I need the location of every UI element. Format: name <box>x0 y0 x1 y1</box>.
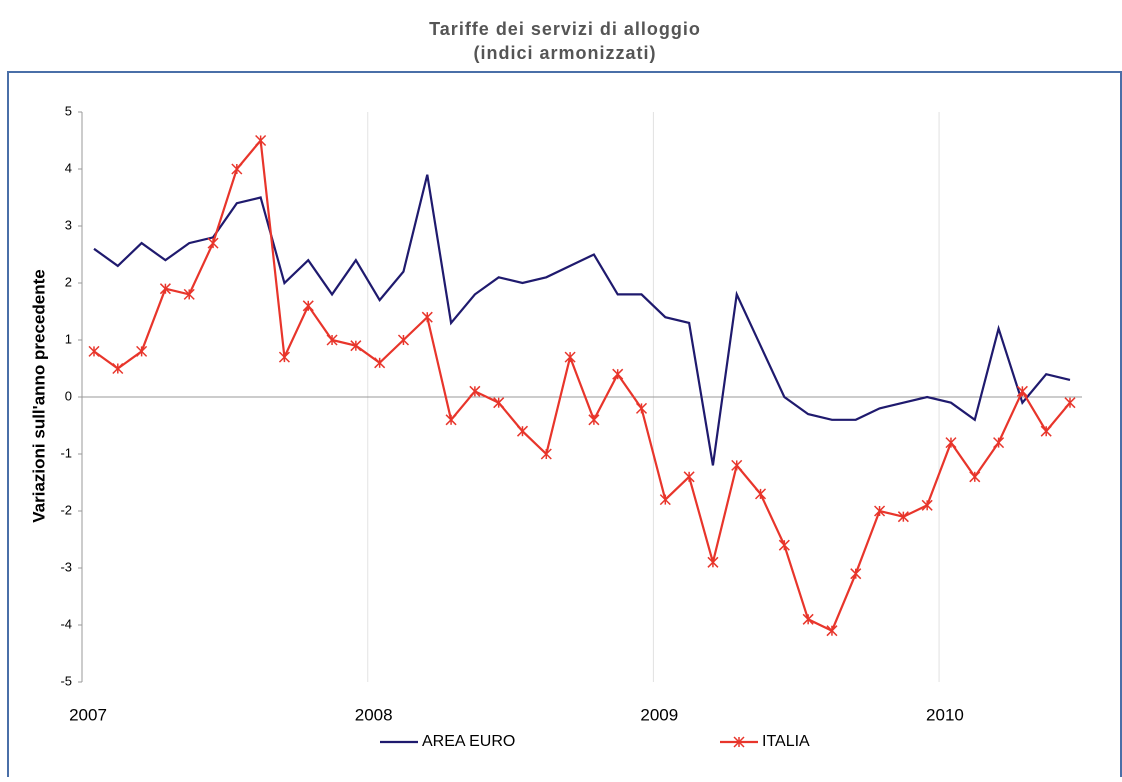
y-tick-label: -4 <box>60 616 72 631</box>
point-marker <box>755 488 767 500</box>
point-marker <box>564 351 576 363</box>
y-tick-label: -2 <box>60 502 72 517</box>
point-marker <box>183 288 195 300</box>
y-tick-label: -1 <box>60 445 72 460</box>
point-marker <box>516 425 529 437</box>
point-marker <box>421 311 433 323</box>
point-marker <box>207 237 219 249</box>
point-marker <box>136 345 148 357</box>
y-tick-label: 0 <box>65 388 72 403</box>
point-marker <box>850 568 862 580</box>
point-marker <box>469 385 481 397</box>
point-marker <box>683 471 695 483</box>
legend-label: ITALIA <box>762 733 810 750</box>
point-marker <box>659 494 671 506</box>
y-tick-label: 1 <box>65 331 72 346</box>
point-marker <box>1064 397 1076 409</box>
point-marker <box>731 459 743 471</box>
point-marker <box>897 511 909 523</box>
point-marker <box>493 397 505 409</box>
point-marker <box>112 362 124 375</box>
x-tick-label: 2007 <box>69 705 107 724</box>
series-line <box>93 137 1071 633</box>
point-marker <box>945 437 957 449</box>
point-marker <box>921 499 933 511</box>
y-tick-label: 3 <box>65 217 72 232</box>
point-marker <box>635 402 648 414</box>
point-marker <box>874 505 886 517</box>
point-marker <box>231 163 243 175</box>
point-marker <box>1040 425 1052 437</box>
y-tick-label: 5 <box>65 103 72 118</box>
point-marker <box>540 448 552 460</box>
chart-subtitle: (indici armonizzati) <box>473 43 656 63</box>
point-marker <box>707 556 719 568</box>
point-marker <box>969 471 981 483</box>
point-marker <box>88 345 100 357</box>
series-line <box>93 174 1071 466</box>
y-tick-label: -3 <box>60 559 72 574</box>
point-marker <box>374 357 386 369</box>
point-marker <box>350 340 362 352</box>
frame <box>7 71 1122 777</box>
point-marker <box>826 625 838 637</box>
x-tick-label: 2010 <box>926 705 964 724</box>
y-tick-label: 4 <box>65 160 72 175</box>
point-marker <box>159 283 171 295</box>
point-marker <box>993 437 1005 449</box>
chart-title: Tariffe dei servizi di alloggio <box>429 19 701 39</box>
point-marker <box>326 334 338 346</box>
point-marker <box>397 334 409 346</box>
point-marker <box>588 414 600 426</box>
x-tick-label: 2009 <box>640 705 678 724</box>
y-tick-label: -5 <box>60 673 72 688</box>
y-axis-label: Variazioni sull'anno precedente <box>29 269 48 522</box>
point-marker <box>1016 385 1028 397</box>
point-marker <box>778 539 790 551</box>
point-marker <box>802 613 814 625</box>
y-tick-label: 2 <box>65 274 72 289</box>
point-marker <box>278 351 290 363</box>
legend-label: AREA EURO <box>422 733 515 750</box>
x-tick-label: 2008 <box>355 705 393 724</box>
point-marker <box>302 300 314 312</box>
point-marker <box>255 134 267 147</box>
point-marker <box>445 414 457 426</box>
point-marker <box>612 368 624 380</box>
